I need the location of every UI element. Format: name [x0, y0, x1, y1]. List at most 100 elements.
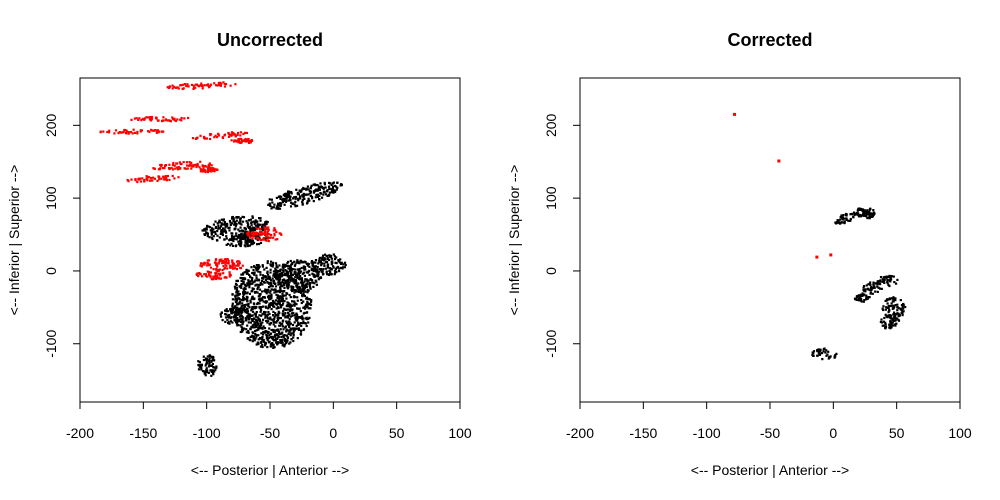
data-point [275, 334, 278, 337]
data-point [239, 330, 242, 334]
data-point [209, 276, 212, 279]
data-point [198, 272, 201, 275]
data-point [338, 260, 341, 263]
data-point [244, 278, 247, 281]
data-point [827, 350, 830, 353]
data-point [283, 345, 286, 348]
data-point [272, 261, 275, 264]
data-point [250, 229, 253, 232]
data-point [219, 232, 222, 235]
data-point [245, 242, 248, 246]
data-point [229, 309, 232, 312]
data-point [236, 318, 239, 321]
data-point [174, 167, 177, 170]
data-point [264, 288, 267, 291]
cluster [130, 115, 190, 123]
data-point [296, 307, 299, 310]
data-point [237, 141, 240, 144]
data-point [338, 267, 341, 270]
data-point [281, 297, 284, 300]
data-point [268, 323, 271, 326]
data-point [231, 216, 234, 219]
data-point [285, 196, 288, 199]
data-point [255, 311, 258, 314]
data-point [291, 308, 294, 311]
data-point [306, 318, 309, 321]
data-point [339, 266, 342, 269]
data-point [843, 217, 846, 220]
data-point [237, 312, 240, 315]
data-point [868, 213, 871, 216]
data-point [242, 132, 245, 135]
data-point [281, 299, 284, 302]
data-point [235, 219, 238, 222]
data-point [307, 307, 310, 310]
data-point [884, 323, 887, 326]
data-point [318, 268, 321, 271]
data-point [865, 214, 868, 217]
data-point [301, 200, 304, 203]
data-point [255, 343, 258, 346]
data-point [294, 197, 297, 200]
data-point [336, 186, 339, 189]
data-point [302, 285, 305, 288]
data-point [296, 283, 299, 287]
data-point [248, 273, 251, 276]
data-point [251, 314, 254, 317]
data-point [165, 179, 168, 182]
data-point [247, 227, 250, 230]
data-point [244, 236, 247, 239]
data-point [307, 270, 310, 273]
data-point [224, 83, 228, 86]
data-point [241, 308, 244, 311]
data-point [309, 286, 312, 289]
data-point [255, 325, 258, 328]
cluster [862, 281, 883, 295]
data-point [204, 364, 207, 367]
data-point [297, 307, 300, 310]
data-point [256, 291, 259, 294]
data-point [250, 224, 253, 227]
data-point [276, 300, 280, 303]
data-point [208, 272, 211, 276]
data-point [250, 297, 253, 301]
data-point [862, 214, 866, 217]
data-point [308, 284, 311, 287]
data-point [887, 306, 890, 309]
data-point [248, 286, 251, 289]
data-point [316, 183, 319, 187]
data-point [311, 197, 314, 200]
data-point [866, 217, 869, 220]
data-point [849, 217, 852, 221]
y-tick-label: -100 [43, 330, 59, 358]
cluster [246, 226, 283, 243]
data-point [332, 265, 335, 268]
data-point [294, 195, 298, 199]
data-point [232, 132, 235, 135]
data-point [293, 264, 296, 267]
data-point [294, 205, 297, 208]
data-point [247, 331, 250, 334]
data-point [235, 222, 238, 225]
data-point [239, 244, 242, 247]
data-point [338, 261, 341, 264]
data-point [835, 222, 838, 225]
data-point [211, 237, 214, 241]
data-point [166, 86, 169, 89]
data-point [211, 229, 214, 232]
data-point [297, 328, 300, 331]
data-point [207, 225, 210, 228]
data-point [229, 244, 232, 247]
data-point [212, 371, 215, 374]
data-point [196, 164, 199, 167]
data-point [273, 321, 277, 324]
data-point [242, 328, 245, 332]
data-point [148, 130, 151, 133]
data-point [265, 314, 268, 317]
data-point [269, 332, 272, 335]
data-point [239, 134, 242, 137]
data-point [247, 231, 250, 234]
x-tick-label: 0 [829, 425, 837, 441]
x-axis: -200 -150 -100 -50 0 50 100 [66, 401, 472, 441]
